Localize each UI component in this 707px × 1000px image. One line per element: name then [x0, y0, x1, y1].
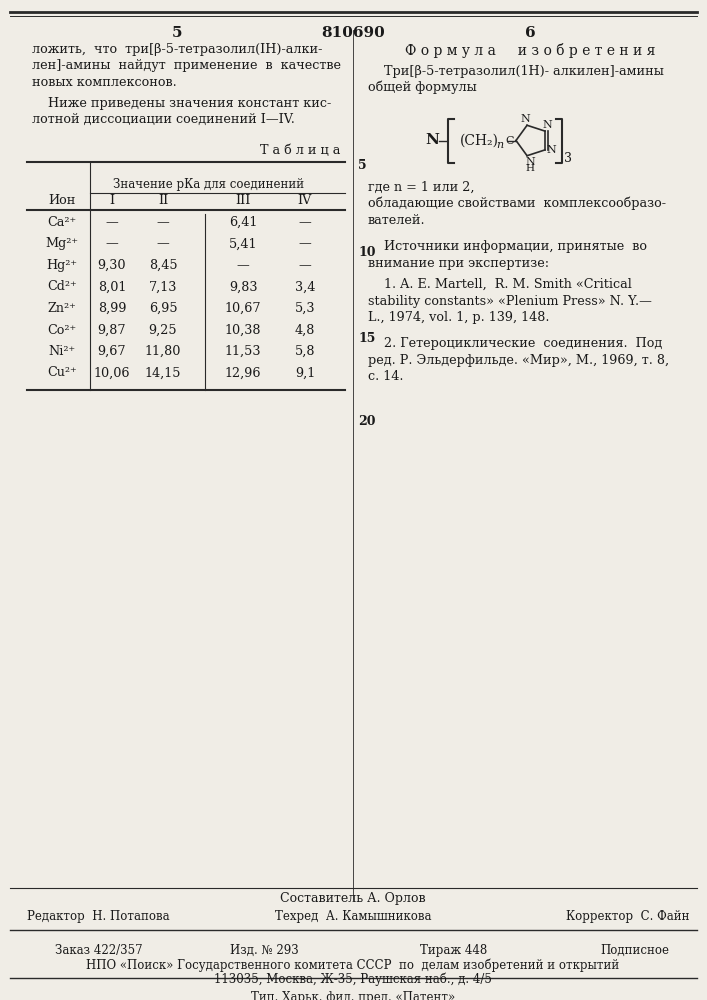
Text: 11,53: 11,53: [225, 345, 262, 358]
Text: 9,87: 9,87: [98, 324, 127, 336]
Text: —: —: [157, 216, 170, 229]
Text: 8,99: 8,99: [98, 302, 127, 315]
Text: n: n: [496, 139, 503, 149]
Text: —: —: [298, 259, 311, 272]
Text: —: —: [105, 237, 118, 250]
Text: Составитель А. Орлов: Составитель А. Орлов: [280, 892, 426, 905]
Text: III: III: [235, 194, 251, 208]
Text: 10,67: 10,67: [225, 302, 262, 315]
Text: 3,4: 3,4: [295, 280, 315, 294]
Text: 5,41: 5,41: [229, 237, 257, 250]
Text: 4,8: 4,8: [295, 324, 315, 336]
Text: Три[β-5-тетразолил(1H)- алкилен]-амины: Три[β-5-тетразолил(1H)- алкилен]-амины: [368, 64, 664, 78]
Text: 15: 15: [358, 332, 375, 345]
Text: лен]-амины  найдут  применение  в  качестве: лен]-амины найдут применение в качестве: [32, 60, 341, 73]
Text: 810690: 810690: [321, 26, 385, 40]
Text: с. 14.: с. 14.: [368, 370, 404, 383]
Text: —: —: [298, 216, 311, 229]
Text: L., 1974, vol. 1, p. 139, 148.: L., 1974, vol. 1, p. 139, 148.: [368, 311, 549, 324]
Text: вателей.: вателей.: [368, 214, 426, 227]
Text: 9,1: 9,1: [295, 366, 315, 379]
Text: Mg²⁺: Mg²⁺: [45, 237, 78, 250]
Text: 11,80: 11,80: [145, 345, 181, 358]
Text: ред. Р. Эльдерфильде. «Мир», М., 1969, т. 8,: ред. Р. Эльдерфильде. «Мир», М., 1969, т…: [368, 354, 669, 367]
Text: (CH₂): (CH₂): [460, 133, 499, 147]
Text: Cu²⁺: Cu²⁺: [47, 366, 77, 379]
Text: 1. A. E. Martell,  R. M. Smith «Critical: 1. A. E. Martell, R. M. Smith «Critical: [368, 278, 632, 291]
Text: НПО «Поиск» Государственного комитета СССР  по  делам изобретений и открытий: НПО «Поиск» Государственного комитета СС…: [86, 959, 619, 972]
Text: 9,25: 9,25: [148, 324, 177, 336]
Text: N: N: [546, 145, 556, 155]
Text: Ф о р м у л а     и з о б р е т е н и я: Ф о р м у л а и з о б р е т е н и я: [405, 43, 655, 58]
Text: —: —: [298, 237, 311, 250]
Text: Co²⁺: Co²⁺: [47, 324, 76, 336]
Text: Тип. Харьк. фил. пред. «Патент»: Тип. Харьк. фил. пред. «Патент»: [251, 991, 455, 1000]
Text: 3: 3: [564, 152, 572, 165]
Text: Техред  А. Камышникова: Техред А. Камышникова: [275, 910, 431, 923]
Text: —: —: [237, 259, 250, 272]
Text: общей формулы: общей формулы: [368, 81, 477, 95]
Text: C: C: [506, 135, 514, 145]
Text: Заказ 422/357: Заказ 422/357: [55, 944, 143, 957]
Text: 5,8: 5,8: [295, 345, 315, 358]
Text: 9,67: 9,67: [98, 345, 127, 358]
Text: 5,3: 5,3: [295, 302, 315, 315]
Text: N: N: [542, 120, 552, 130]
Text: Cd²⁺: Cd²⁺: [47, 280, 77, 294]
Text: 10,06: 10,06: [94, 366, 130, 379]
Text: Ni²⁺: Ni²⁺: [49, 345, 76, 358]
Text: 2. Гетероциклические  соединения.  Под: 2. Гетероциклические соединения. Под: [368, 338, 662, 351]
Text: Ион: Ион: [48, 194, 76, 208]
Text: Источники информации, принятые  во: Источники информации, принятые во: [368, 240, 647, 253]
Text: Ниже приведены значения констант кис-: Ниже приведены значения констант кис-: [32, 97, 332, 109]
Text: 12,96: 12,96: [225, 366, 262, 379]
Text: внимание при экспертизе:: внимание при экспертизе:: [368, 256, 549, 269]
Text: 6: 6: [525, 26, 535, 40]
Text: 9,83: 9,83: [229, 280, 257, 294]
Text: 5: 5: [172, 26, 182, 40]
Text: 8,01: 8,01: [98, 280, 126, 294]
Text: Ca²⁺: Ca²⁺: [47, 216, 76, 229]
Text: Подписное: Подписное: [600, 944, 669, 957]
Text: Hg²⁺: Hg²⁺: [47, 259, 78, 272]
Text: 113035, Москва, Ж-35, Раушская наб., д. 4/5: 113035, Москва, Ж-35, Раушская наб., д. …: [214, 973, 492, 986]
Text: 7,13: 7,13: [148, 280, 177, 294]
Text: 5: 5: [358, 159, 367, 172]
Text: II: II: [158, 194, 168, 208]
Text: I: I: [110, 194, 115, 208]
Text: ложить,  что  три[β-5-тетразолил(IH)-алки-: ложить, что три[β-5-тетразолил(IH)-алки-: [32, 43, 322, 56]
Text: 20: 20: [358, 415, 375, 428]
Text: Корректор  С. Файн: Корректор С. Файн: [566, 910, 690, 923]
Text: N: N: [520, 114, 530, 124]
Text: N: N: [425, 133, 439, 147]
Text: IV: IV: [298, 194, 312, 208]
Text: обладающие свойствами  комплексообразо-: обладающие свойствами комплексообразо-: [368, 197, 666, 211]
Text: 10: 10: [358, 246, 375, 259]
Text: Zn²⁺: Zn²⁺: [47, 302, 76, 315]
Text: 10,38: 10,38: [225, 324, 262, 336]
Text: новых комплексонов.: новых комплексонов.: [32, 76, 177, 89]
Text: где n = 1 или 2,: где n = 1 или 2,: [368, 180, 474, 194]
Text: N: N: [525, 157, 535, 167]
Text: stability constants» «Plenium Press» N. Y.—: stability constants» «Plenium Press» N. …: [368, 294, 652, 308]
Text: Значение рКа для соединений: Значение рКа для соединений: [113, 178, 304, 191]
Text: 8,45: 8,45: [148, 259, 177, 272]
Text: —: —: [157, 237, 170, 250]
Text: 6,41: 6,41: [229, 216, 257, 229]
Text: лотной диссоциации соединений I—IV.: лотной диссоциации соединений I—IV.: [32, 113, 295, 126]
Text: Т а б л и ц а: Т а б л и ц а: [259, 143, 340, 156]
Text: 6,95: 6,95: [148, 302, 177, 315]
Text: —: —: [105, 216, 118, 229]
Text: Тираж 448: Тираж 448: [420, 944, 487, 957]
Text: Редактор  Н. Потапова: Редактор Н. Потапова: [27, 910, 170, 923]
Text: 14,15: 14,15: [145, 366, 181, 379]
Text: Изд. № 293: Изд. № 293: [230, 944, 299, 957]
Text: 9,30: 9,30: [98, 259, 127, 272]
Text: H: H: [525, 164, 534, 173]
